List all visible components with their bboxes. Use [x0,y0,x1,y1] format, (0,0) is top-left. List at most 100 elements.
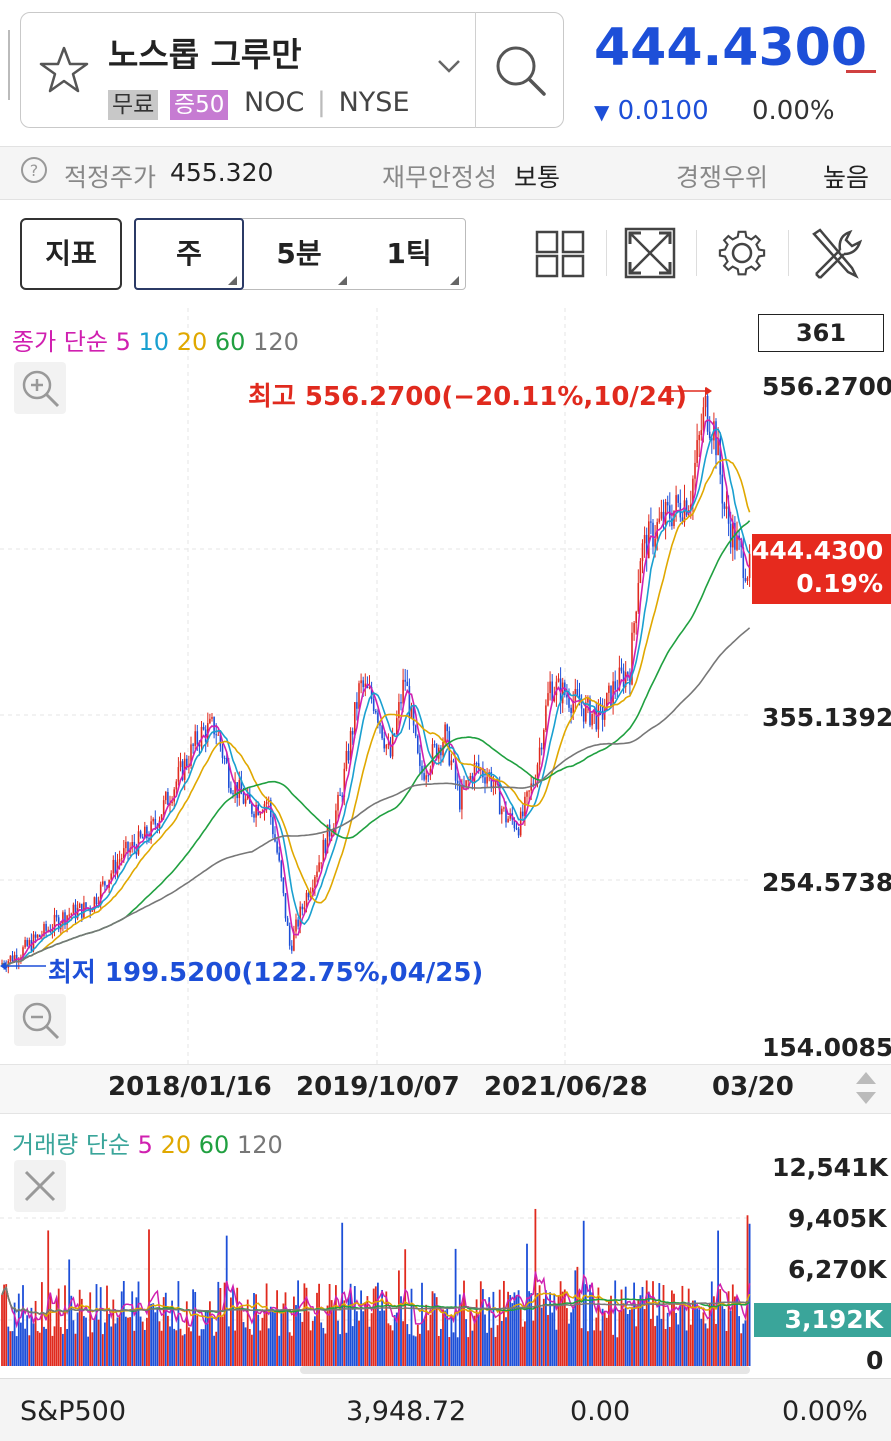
grid-layout-icon[interactable] [533,222,589,284]
current-price: 444.4300 [594,18,868,78]
volume-bar [43,1326,45,1366]
candle-body [433,744,436,746]
fair-price-value: 455.320 [170,158,274,187]
candle-body [150,821,152,841]
price-change-pct: 0.00% [752,96,835,126]
volume-bar [410,1288,413,1366]
candle-body [404,679,406,682]
period-week-button[interactable]: 주 [134,218,244,290]
index-change: 0.00 [570,1396,631,1427]
candle-body [513,819,516,829]
candle-body [221,746,224,758]
volume-bar [551,1312,554,1366]
candle-body [99,884,102,903]
volume-bar [295,1305,297,1366]
candle-body [137,831,140,855]
ma60-line [1,520,751,967]
volume-bar [93,1318,96,1366]
candle-body [139,831,142,837]
candle-body [213,716,215,735]
tools-icon[interactable] [806,222,863,284]
settings-icon[interactable] [714,222,770,284]
volume-bar [555,1329,558,1366]
zoom-out-icon[interactable] [14,994,66,1046]
candle-body [484,777,486,784]
volume-bar [509,1295,512,1366]
candle-body [572,701,574,714]
candle-body [22,947,24,958]
volume-bar [209,1301,211,1366]
candle-body [175,781,178,790]
candle-body [383,738,385,749]
candle-body [509,813,511,819]
close-icon[interactable] [14,1160,66,1212]
volume-bar [9,1331,12,1366]
fullscreen-icon[interactable] [622,222,678,284]
volume-bar [320,1322,323,1366]
volume-bar [456,1337,459,1366]
candle-body [326,824,329,854]
volume-bar [511,1303,514,1366]
volume-bar [639,1295,642,1366]
vol-legend-prefix: 거래량 단순 [12,1131,131,1159]
volume-bar [547,1314,549,1366]
volume-axis-tick: 0 [866,1346,884,1375]
help-icon[interactable]: ? [20,156,48,184]
volume-bar [490,1327,493,1366]
star-icon[interactable] [36,42,92,98]
indicator-button[interactable]: 지표 [20,218,122,290]
volume-axis-tick: 6,270K [788,1255,887,1284]
volume-bar [377,1282,379,1366]
candle-body [64,912,66,925]
volume-bar [492,1291,495,1366]
horizontal-scrollbar[interactable] [300,1366,750,1374]
candle-body [406,681,409,687]
candle-body [13,954,16,962]
candle-body [209,718,211,724]
stock-name[interactable]: 노스롭 그루만 [108,35,302,74]
volume-bar [223,1282,226,1366]
candle-body [566,694,568,698]
candle-body [576,689,579,695]
price-chart[interactable] [0,308,891,1068]
volume-bar [389,1325,392,1366]
candle-body [456,780,459,784]
candle-body [154,818,157,825]
volume-bar [261,1317,264,1366]
volume-bar [534,1208,537,1366]
period-tick-button[interactable]: 1틱 [386,237,432,270]
candle-body [610,685,612,707]
candle-body [251,803,253,814]
candle-body [505,807,507,823]
volume-bar [32,1323,35,1366]
resize-handle-icon[interactable] [852,1068,880,1108]
badge-free: 무료 [108,90,159,120]
chevron-down-icon[interactable] [436,56,462,76]
candle-body [580,705,583,709]
index-bar[interactable] [0,1378,891,1441]
candle-body [102,881,104,885]
candle-body [526,791,528,797]
candle-body [5,966,7,968]
left-edge-handle[interactable] [0,30,10,100]
search-icon[interactable] [490,40,550,100]
volume-bar [248,1328,251,1366]
volume-bar [183,1334,186,1366]
candle-body [477,763,480,770]
zoom-in-icon[interactable] [14,362,66,414]
volume-bar [200,1329,203,1366]
date-axis[interactable] [0,1064,891,1114]
candle-body [114,859,117,874]
volume-chart[interactable] [0,1112,891,1378]
period-5min-button[interactable]: 5분 [276,237,322,270]
candle-body [160,814,163,821]
volume-bar [89,1292,92,1366]
high-annotation: 최고 556.2700(−20.11%,10/24) [248,382,687,412]
candle-body [307,892,310,898]
candle-body [475,762,478,764]
legend-prefix: 종가 단순 [12,328,108,356]
candle-body [498,784,501,815]
volume-bar [589,1284,591,1366]
candle-body [320,862,322,864]
candle-body [118,859,121,862]
